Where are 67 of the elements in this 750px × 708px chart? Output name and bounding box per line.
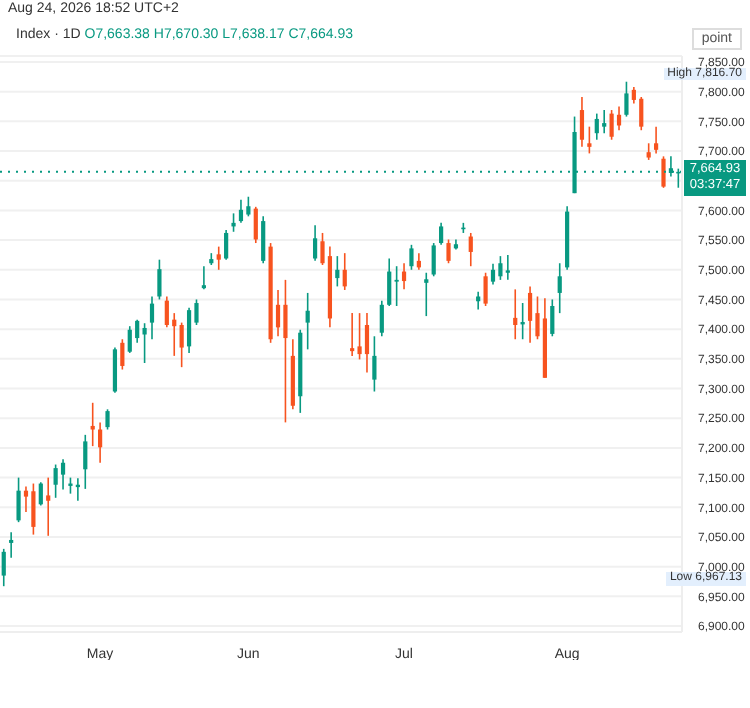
candlestick [468,232,473,268]
candlestick [201,265,206,291]
candlestick [498,255,503,281]
candlestick [305,292,310,351]
candlestick [379,299,384,338]
candlestick [216,245,221,271]
candlestick [9,531,14,559]
candlestick [120,338,125,371]
candlestick [90,401,95,447]
candlestick [246,195,251,218]
candlestick [31,482,36,536]
candlestick [446,238,451,265]
candlestick [16,476,21,523]
candlestick [401,262,407,291]
candlestick [112,346,118,394]
candlestick [490,263,496,286]
candlestick [238,198,244,224]
candlestick [335,255,340,288]
candlestick [639,96,644,132]
candlestick [424,271,429,317]
candlestick [624,80,629,118]
candlestick [283,279,288,424]
candlestick [157,258,162,301]
candlestick [142,322,147,364]
candlestick [439,222,444,246]
candlestick [1,548,6,587]
candlestick [653,125,659,155]
candlestick [83,434,88,490]
candlestick [127,325,132,354]
candlestick [164,295,169,329]
candlestick [483,271,488,307]
candlestick [661,155,666,189]
candlestick [364,312,370,374]
candlestick [46,476,51,537]
candlestick [527,285,533,344]
candlestick [513,288,518,341]
candlestick [350,312,355,357]
candlestick [409,244,414,271]
candlestick [476,290,481,311]
candlestick [602,109,607,134]
candlestick [38,481,43,507]
candlestick [394,265,399,307]
candlestick [53,463,58,499]
candlestick [579,96,585,148]
candlestick [342,252,347,291]
candlestick [179,321,184,368]
candlestick [261,215,266,265]
candlestick [609,109,614,141]
candlestick [372,335,377,393]
candlestick [135,318,140,344]
candlestick [387,257,392,307]
candlestick [253,206,258,244]
candlestick [357,312,362,361]
candlestick [505,254,510,281]
candlestick [149,295,155,341]
candlestick [431,242,436,278]
candlestick [224,229,229,261]
candlestick [550,298,555,338]
candlestick [98,421,103,464]
candlestick [105,408,110,431]
candlestick [594,112,599,141]
candlestick [231,212,236,233]
candlestick [557,262,562,314]
candlestick [312,224,318,262]
candlestick [587,125,592,155]
candlestick [186,306,192,354]
candlestick [60,458,66,491]
